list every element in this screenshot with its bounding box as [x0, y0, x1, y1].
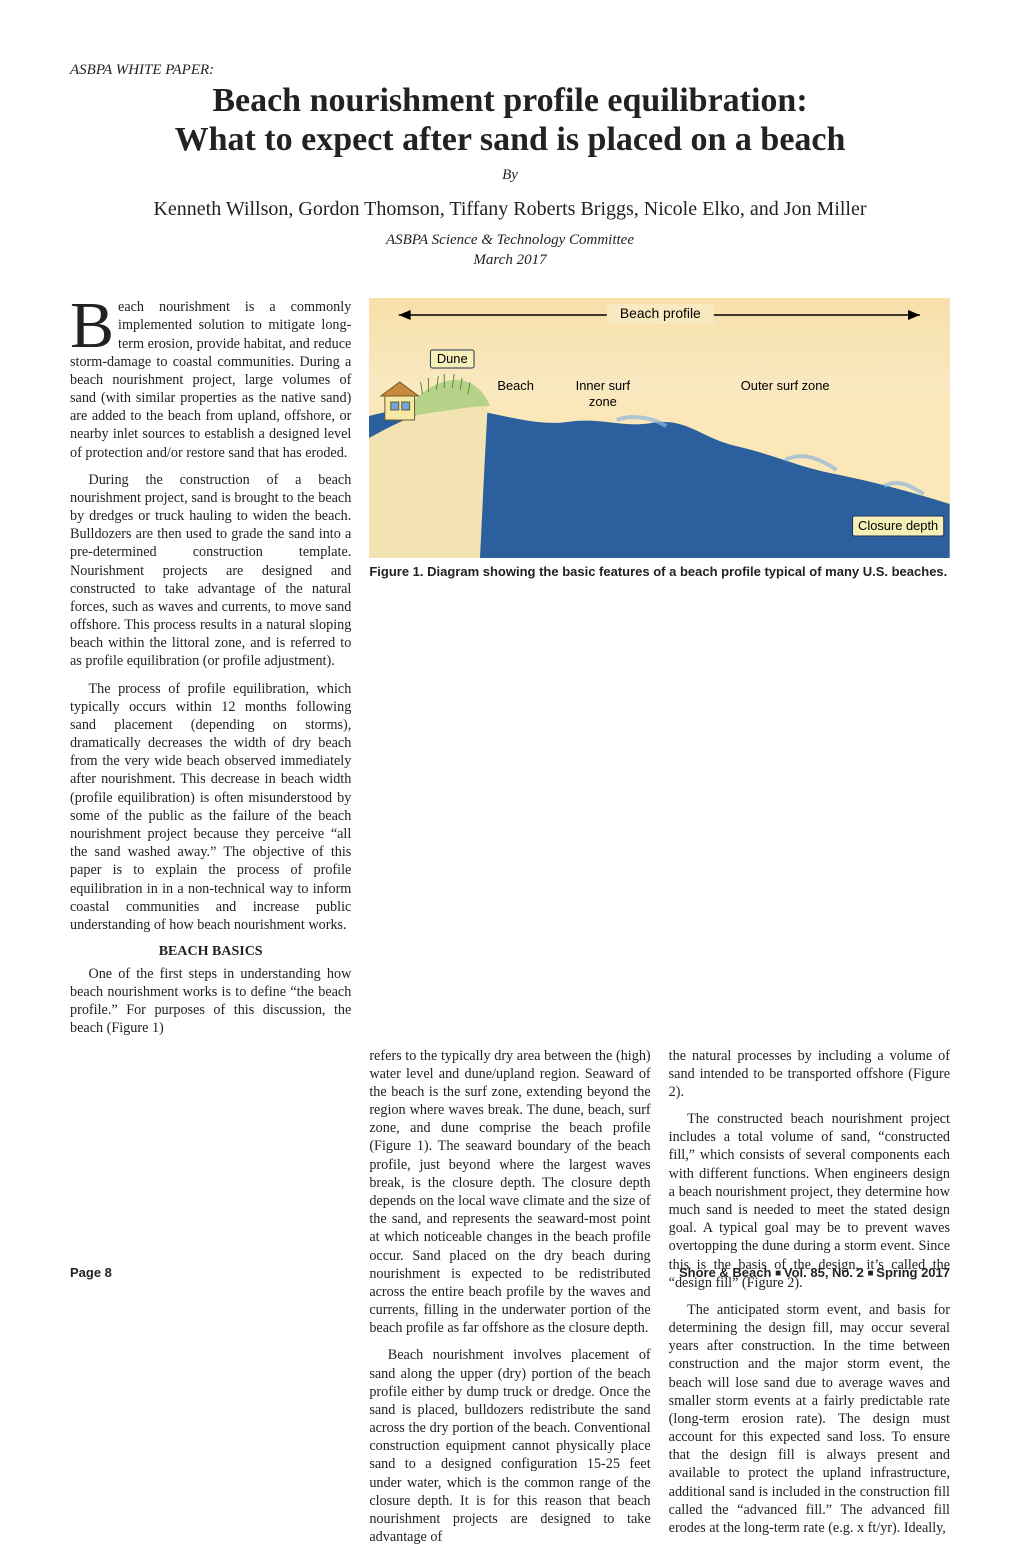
- figure-1-diagram: Beach profile: [369, 298, 950, 558]
- label-zone: zone: [589, 394, 617, 409]
- label-beach: Beach: [498, 378, 535, 393]
- committee-line-2: March 2017: [473, 252, 546, 268]
- label-beach-profile: Beach profile: [620, 305, 701, 321]
- paragraph: the natural processes by including a vol…: [669, 1047, 950, 1102]
- by-label: By: [70, 167, 950, 184]
- label-outer-surf: Outer surf zone: [741, 378, 830, 393]
- column-1: Beach nourishment is a commonly implemen…: [70, 298, 351, 1046]
- paragraph: refers to the typically dry area between…: [369, 1047, 650, 1338]
- beach-profile-svg: Beach profile: [369, 298, 950, 558]
- article-title: Beach nourishment profile equilibration:…: [70, 81, 950, 159]
- label-dune: Dune: [437, 351, 468, 366]
- title-line-1: Beach nourishment profile equilibration:: [212, 82, 807, 119]
- arrow-left-icon: [399, 310, 411, 320]
- kicker: ASBPA WHITE PAPER:: [70, 62, 950, 79]
- paragraph: Beach nourishment involves placement of …: [369, 1346, 650, 1546]
- page-number: Page 8: [70, 1265, 112, 1280]
- page-footer: Page 8 Shore & Beach ■ Vol. 85, No. 2 ■ …: [70, 1265, 950, 1280]
- separator-icon: ■: [867, 1268, 876, 1279]
- journal-vol: Vol. 85, No. 2: [784, 1265, 864, 1280]
- journal-ref: Shore & Beach ■ Vol. 85, No. 2 ■ Spring …: [679, 1265, 950, 1280]
- page: ASBPA WHITE PAPER: Beach nourishment pro…: [0, 0, 1020, 1320]
- paragraph: During the construction of a beach nouri…: [70, 471, 351, 671]
- authors: Kenneth Willson, Gordon Thomson, Tiffany…: [70, 198, 950, 221]
- figure-1-caption: Figure 1. Diagram showing the basic feat…: [369, 564, 950, 580]
- paragraph: The process of profile equilibration, wh…: [70, 680, 351, 934]
- label-closure-depth: Closure depth: [858, 518, 938, 533]
- paragraph: One of the first steps in understanding …: [70, 965, 351, 1038]
- subhead: BEACH BASICS: [70, 943, 351, 961]
- house-icon: [381, 382, 419, 420]
- column-3: the natural processes by including a vol…: [669, 1047, 950, 1555]
- label-inner-surf: Inner surf: [576, 378, 631, 393]
- paragraph: The anticipated storm event, and basis f…: [669, 1301, 950, 1537]
- body-columns: Beach nourishment is a commonly implemen…: [70, 298, 950, 1555]
- committee-line-1: ASBPA Science & Technology Committee: [386, 232, 634, 248]
- paragraph: Beach nourishment is a commonly implemen…: [70, 298, 351, 462]
- figure-1: Beach profile: [369, 298, 950, 1046]
- column-2: refers to the typically dry area between…: [369, 1047, 650, 1555]
- dropcap: B: [70, 300, 118, 351]
- journal-name: Shore & Beach: [679, 1265, 771, 1280]
- title-line-2: What to expect after sand is placed on a…: [175, 121, 846, 158]
- separator-icon: ■: [775, 1268, 784, 1279]
- committee: ASBPA Science & Technology Committee Mar…: [70, 231, 950, 270]
- journal-season: Spring 2017: [876, 1265, 950, 1280]
- arrow-right-icon: [908, 310, 920, 320]
